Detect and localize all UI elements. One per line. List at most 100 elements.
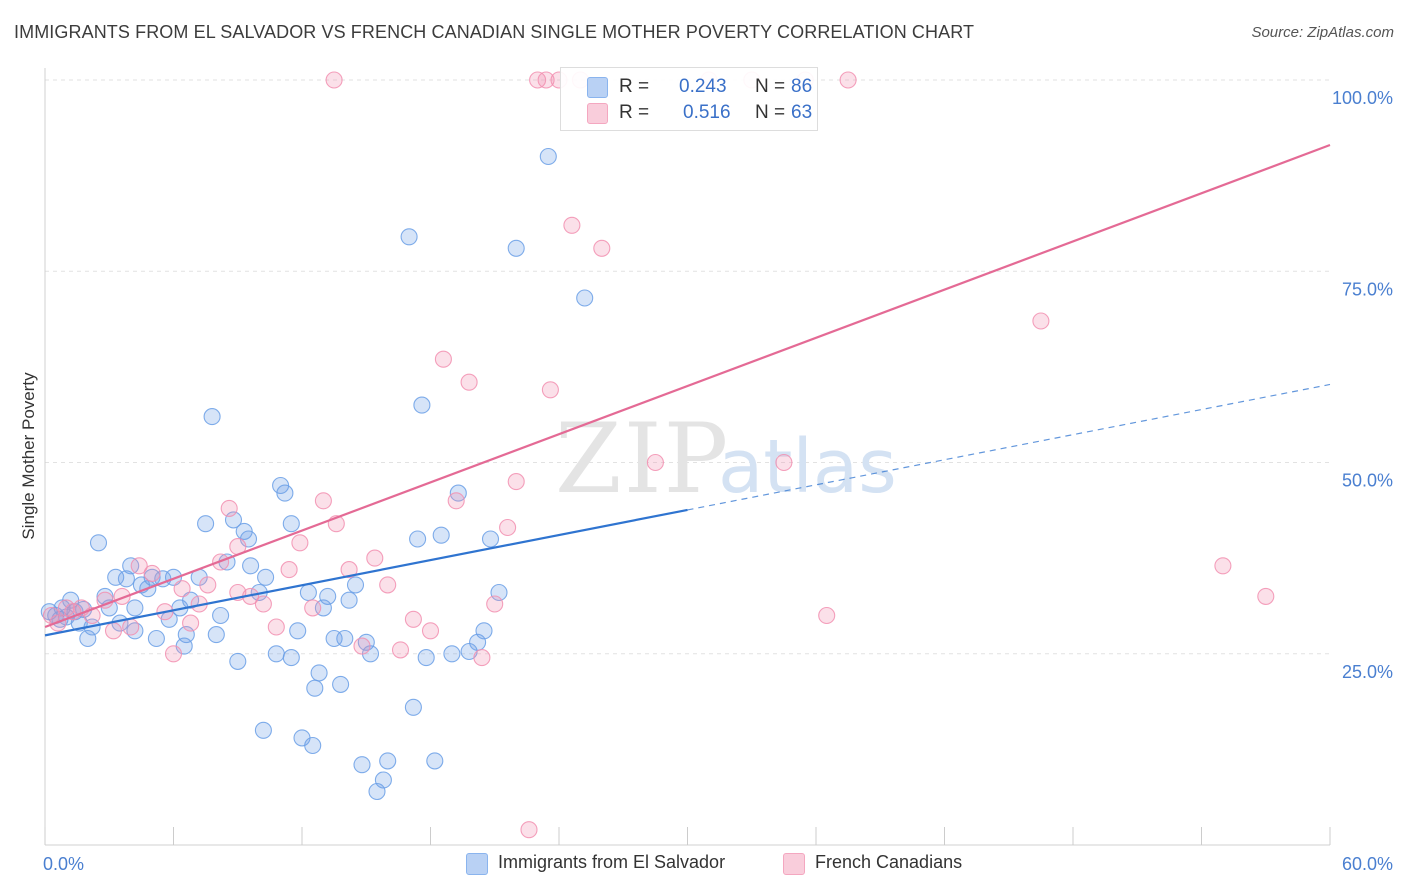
data-point	[267, 645, 285, 663]
data-point	[242, 557, 260, 575]
data-point	[499, 518, 517, 537]
data-point	[126, 599, 144, 617]
data-point	[426, 752, 444, 770]
data-point	[282, 649, 300, 667]
legend-swatch-blue	[587, 77, 608, 98]
data-point	[409, 530, 427, 548]
n-value-pink: 63	[791, 102, 813, 123]
data-point	[507, 473, 525, 491]
data-point	[576, 289, 594, 307]
stats-legend: R = 0.243 N = 86 R = 0.516 N = 63	[560, 67, 818, 131]
r-label: R =	[619, 102, 650, 123]
data-point	[417, 649, 435, 667]
data-point	[447, 492, 465, 510]
data-point	[325, 71, 343, 89]
data-point	[537, 71, 555, 89]
data-point	[366, 549, 384, 567]
data-point	[289, 622, 307, 640]
data-point	[254, 721, 272, 739]
data-point	[443, 645, 461, 663]
data-point	[282, 515, 300, 533]
data-point	[117, 570, 135, 588]
data-point	[104, 622, 123, 640]
x-tick-label-max: 60.0%	[1342, 854, 1393, 874]
data-point	[306, 679, 324, 697]
data-point	[291, 534, 309, 552]
gridlines	[45, 79, 1330, 655]
data-point	[353, 756, 371, 774]
data-point	[220, 499, 238, 517]
trend-line-el-salvador	[44, 508, 688, 637]
data-point	[212, 606, 230, 625]
data-point	[267, 618, 285, 636]
r-label: R =	[619, 76, 650, 97]
data-point	[340, 561, 358, 579]
data-point	[507, 239, 525, 257]
data-point	[541, 381, 559, 399]
legend-swatch-blue	[466, 853, 488, 875]
legend-label-french-canadians: French Canadians	[815, 852, 963, 872]
data-point	[421, 622, 440, 640]
data-point	[147, 629, 165, 648]
watermark-atlas: atlas	[718, 424, 897, 510]
watermark: ZIP atlas	[555, 403, 897, 515]
y-tick-label: 25.0%	[1342, 662, 1393, 682]
data-point	[319, 587, 337, 605]
n-label: N =	[755, 102, 786, 123]
axes	[44, 68, 1331, 846]
y-tick-label: 100.0%	[1332, 88, 1393, 108]
data-point	[310, 664, 328, 682]
data-point	[89, 534, 108, 552]
r-value-pink: 0.516	[683, 102, 731, 123]
data-point	[434, 350, 452, 368]
data-point	[391, 641, 410, 659]
data-point	[276, 484, 294, 502]
data-point	[130, 557, 148, 575]
data-point	[374, 771, 392, 789]
data-point	[346, 576, 365, 594]
data-point	[400, 228, 418, 246]
data-points	[40, 71, 1275, 839]
data-point	[173, 580, 191, 598]
data-point	[460, 373, 478, 391]
data-point	[254, 595, 272, 613]
n-value-blue: 86	[791, 76, 813, 97]
data-point	[143, 568, 161, 586]
data-point	[182, 614, 200, 632]
data-point	[336, 629, 354, 648]
chart-title: IMMIGRANTS FROM EL SALVADOR VS FRENCH CA…	[14, 22, 975, 42]
data-point	[775, 453, 793, 472]
data-point	[164, 645, 183, 663]
data-point	[229, 652, 247, 670]
data-point	[122, 618, 140, 636]
data-point	[1032, 312, 1050, 330]
r-value-blue: 0.243	[679, 76, 727, 97]
data-point	[257, 568, 275, 586]
data-point	[563, 216, 581, 234]
data-point	[379, 752, 397, 770]
data-point	[839, 71, 857, 89]
x-tick-label-min: 0.0%	[43, 854, 84, 874]
y-tick-label: 50.0%	[1342, 471, 1393, 491]
series-french-canadians	[42, 71, 1275, 839]
data-point	[207, 626, 225, 644]
n-label: N =	[755, 76, 786, 97]
data-point	[379, 576, 397, 594]
data-point	[143, 564, 161, 582]
data-point	[1257, 587, 1275, 605]
data-point	[486, 595, 504, 613]
trend-line-french-canadians	[44, 143, 1331, 629]
data-point	[340, 591, 358, 609]
data-point	[304, 599, 322, 617]
tick-labels: 25.0% 50.0% 75.0% 100.0% 0.0% 60.0%	[43, 88, 1393, 874]
data-point	[539, 147, 557, 166]
data-point	[199, 576, 217, 594]
data-point	[818, 606, 836, 625]
data-point	[280, 561, 298, 579]
data-point	[197, 515, 215, 533]
data-point	[332, 675, 350, 693]
data-point	[404, 698, 422, 716]
trend-lines	[44, 143, 1331, 637]
data-point	[593, 239, 611, 257]
